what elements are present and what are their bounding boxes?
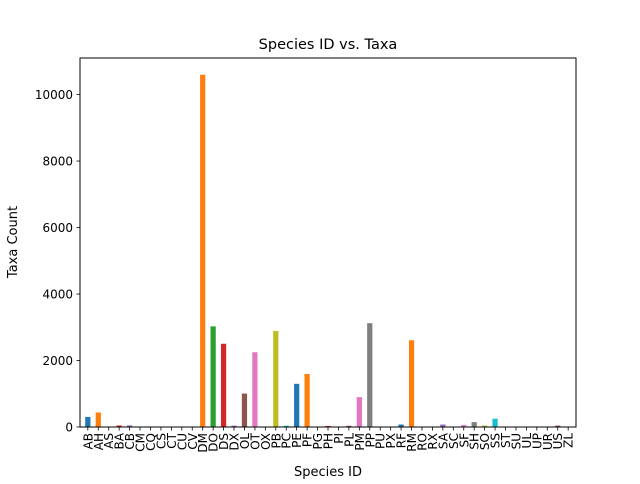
bar-ab <box>85 417 90 427</box>
y-tick-label: 2000 <box>42 354 73 368</box>
x-axis-ticks: ABAHASBACBCMCQCSCTCUCVDMDODSDXOLOTOXPBPC… <box>81 427 575 453</box>
bar-ss <box>492 419 497 427</box>
bar-ol <box>242 394 247 427</box>
bar-pm <box>357 397 362 427</box>
y-tick-label: 4000 <box>42 288 73 302</box>
bar-pb <box>273 331 278 427</box>
bar-do <box>211 326 216 427</box>
bar-pe <box>294 384 299 427</box>
bar-ds <box>221 344 226 427</box>
plot-frame <box>80 58 576 427</box>
y-tick-label: 0 <box>65 421 73 435</box>
bars-group <box>85 75 571 427</box>
y-axis-ticks: 0 2000 4000 6000 8000 10000 <box>35 88 80 434</box>
bar-dm <box>200 75 205 427</box>
y-axis-label: Taxa Count <box>6 206 21 279</box>
chart-title: Species ID vs. Taxa <box>259 37 398 53</box>
y-tick-label: 8000 <box>42 155 73 169</box>
bar-pf <box>305 374 310 427</box>
y-tick-label: 6000 <box>42 221 73 235</box>
x-axis-label: Species ID <box>294 465 362 480</box>
y-tick-label: 10000 <box>35 88 73 102</box>
bar-ah <box>96 412 101 427</box>
bar-ot <box>252 352 257 427</box>
bar-pp <box>367 323 372 427</box>
bar-rm <box>409 340 414 427</box>
x-tick-label: ZL <box>562 433 576 448</box>
bar-sh <box>472 422 477 427</box>
